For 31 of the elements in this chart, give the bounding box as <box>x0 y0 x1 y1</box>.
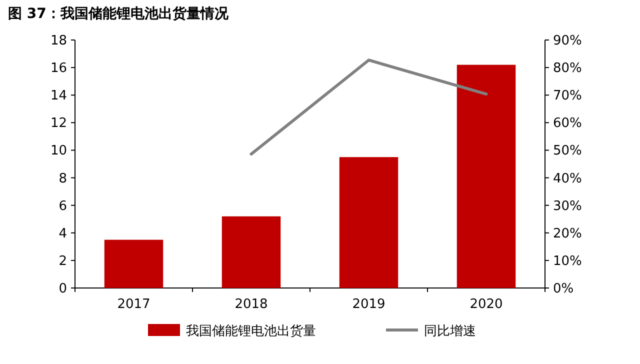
chart-title: 图 37：我国储能锂电池出货量情况 <box>8 6 230 22</box>
y-tick-label: 2 <box>58 254 67 269</box>
y-tick-label: 16 <box>50 61 67 76</box>
y-tick-label: 0 <box>58 282 67 296</box>
y2-tick-label: 0% <box>553 282 574 296</box>
y-tick-label: 6 <box>58 198 67 214</box>
y2-tick-label: 40% <box>553 171 582 186</box>
bar <box>456 64 516 288</box>
y-tick-label: 8 <box>58 171 67 186</box>
y-tick-label: 4 <box>58 226 67 242</box>
y2-tick-label: 20% <box>553 226 582 242</box>
x-tick-label: 2019 <box>352 297 386 312</box>
y2-tick-label: 60% <box>553 116 582 132</box>
y2-tick-label: 30% <box>553 198 582 214</box>
x-tick-label: 2017 <box>117 297 150 312</box>
x-tick-label: 2020 <box>470 297 503 312</box>
x-tick-label: 2018 <box>234 297 268 312</box>
y-tick-label: 10 <box>50 144 67 159</box>
y2-tick-label: 70% <box>553 88 582 104</box>
y-tick-label: 14 <box>50 88 67 104</box>
y-tick-label: 12 <box>50 116 67 132</box>
bar <box>104 240 164 288</box>
y2-tick-label: 10% <box>553 254 582 269</box>
y-tick-label: 18 <box>50 34 67 48</box>
y2-tick-label: 90% <box>553 34 582 48</box>
legend-label: 同比增速 <box>424 324 476 339</box>
bar <box>339 157 398 288</box>
y2-tick-label: 50% <box>553 144 582 159</box>
legend-label: 我国储能锂电池出货量 <box>186 324 316 339</box>
y2-tick-label: 80% <box>553 61 582 76</box>
bar <box>222 216 281 288</box>
